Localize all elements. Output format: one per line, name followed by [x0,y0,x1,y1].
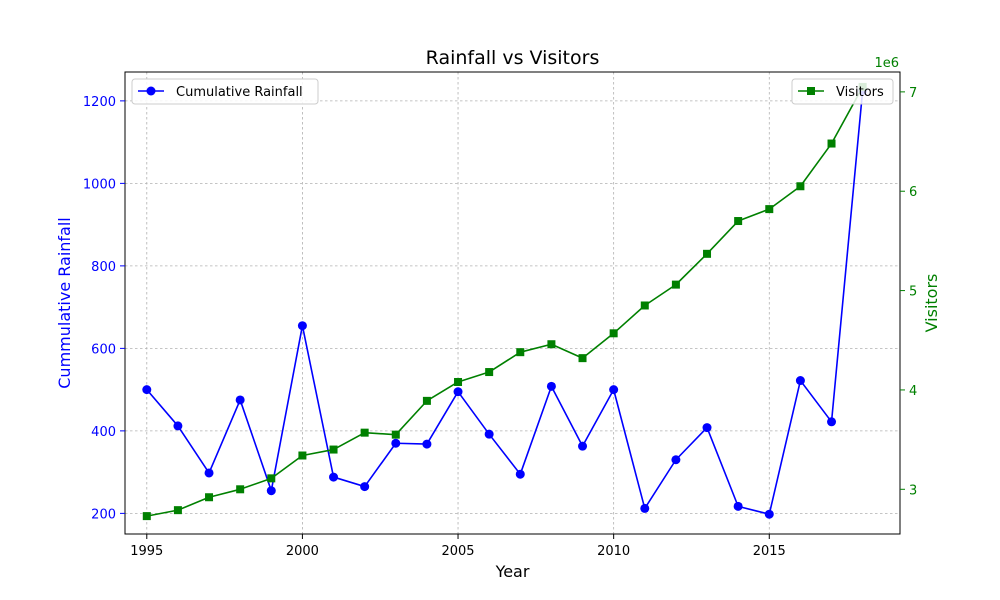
cumulative-rainfall-point [578,441,588,451]
cumulative-rainfall-point [266,486,276,496]
legend-marker [807,87,815,95]
legend-box [131,78,319,105]
visitors-point [205,493,214,502]
cumulative-rainfall-point [733,501,743,511]
cumulative-rainfall-point [173,421,183,431]
cumulative-rainfall-point [391,438,401,448]
cumulative-rainfall-point [671,455,681,465]
visitors-point [360,428,369,437]
visitors-point [640,301,649,310]
cumulative-rainfall-point [827,417,837,427]
cumulative-rainfall-point [640,503,650,513]
cumulative-rainfall-point [795,376,805,386]
legend-label: Cumulative Rainfall [176,85,303,100]
cumulative-rainfall-point [329,472,339,482]
left-tick-label: 1000 [83,177,116,192]
legend-cumulative-rainfall: Cumulative Rainfall [131,78,319,105]
visitors-point [516,348,525,357]
legend-label: Visitors [836,85,884,100]
cumulative-rainfall-point [204,468,214,478]
right-axis-title: Visitors [922,274,941,333]
cumulative-rainfall-point [422,439,432,449]
plot-frame [124,71,901,535]
right-tick-label: 4 [909,384,917,399]
visitors-point [173,506,182,515]
visitors-point [236,485,245,494]
cumulative-rainfall-point [142,385,152,395]
visitors-point [703,249,712,258]
visitors-point [422,396,431,405]
right-tick-label: 7 [909,86,917,101]
cumulative-rainfall-point [546,381,556,391]
left-tick-label: 400 [91,425,116,440]
visitors-point [485,368,494,377]
visitors-point [142,512,151,521]
visitors-point [391,430,400,439]
series-layer [142,82,868,521]
visitors-point [578,354,587,363]
cumulative-rainfall-point [515,469,525,479]
right-tick-label: 6 [909,185,917,200]
cumulative-rainfall-point [297,321,307,331]
cumulative-rainfall-point [702,423,712,433]
visitors-point [796,182,805,191]
legend-box [791,78,894,105]
chart-title: Rainfall vs Visitors [426,47,600,69]
x-tick-label: 2015 [753,544,786,559]
cumulative-rainfall-point [453,387,463,397]
cumulative-rainfall-line [146,90,864,516]
visitors-point [671,280,680,289]
cumulative-rainfall-point [235,395,245,405]
x-tick-label: 1995 [130,544,163,559]
visitors-point [734,217,743,226]
right-axis-offset-text: 1e6 [874,56,899,71]
x-axis-ticks: 1995 2000 2005 2010 2015 [130,534,786,559]
x-tick-label: 2010 [597,544,630,559]
x-axis-title: Year [495,562,530,581]
visitors-point [827,139,836,148]
x-tick-label: 2005 [441,544,474,559]
right-tick-label: 5 [909,285,917,300]
cumulative-rainfall-point [484,429,494,439]
visitors-line [146,86,864,517]
x-tick-label: 2000 [286,544,319,559]
visitors-point [298,451,307,460]
legend-visitors: Visitors [791,78,894,105]
cumulative-rainfall-point [609,385,619,395]
left-tick-label: 1200 [83,95,116,110]
left-axis-ticks: 200 400 600 800 1000 1200 [83,95,125,522]
left-tick-label: 800 [91,260,116,275]
right-tick-label: 3 [909,483,917,498]
right-axis-ticks: 3 4 5 6 7 [900,86,917,498]
visitors-point [547,340,556,349]
legend-marker [146,86,156,96]
cumulative-rainfall-point [360,482,370,492]
cumulative-rainfall-point [764,509,774,519]
left-tick-label: 200 [91,507,116,522]
left-tick-label: 600 [91,342,116,357]
visitors-point [329,445,338,454]
visitors-point [454,377,463,386]
visitors-point [267,474,276,483]
visitors-point [609,329,618,338]
left-axis-title: Cummulative Rainfall [55,217,74,388]
visitors-point [765,205,774,214]
